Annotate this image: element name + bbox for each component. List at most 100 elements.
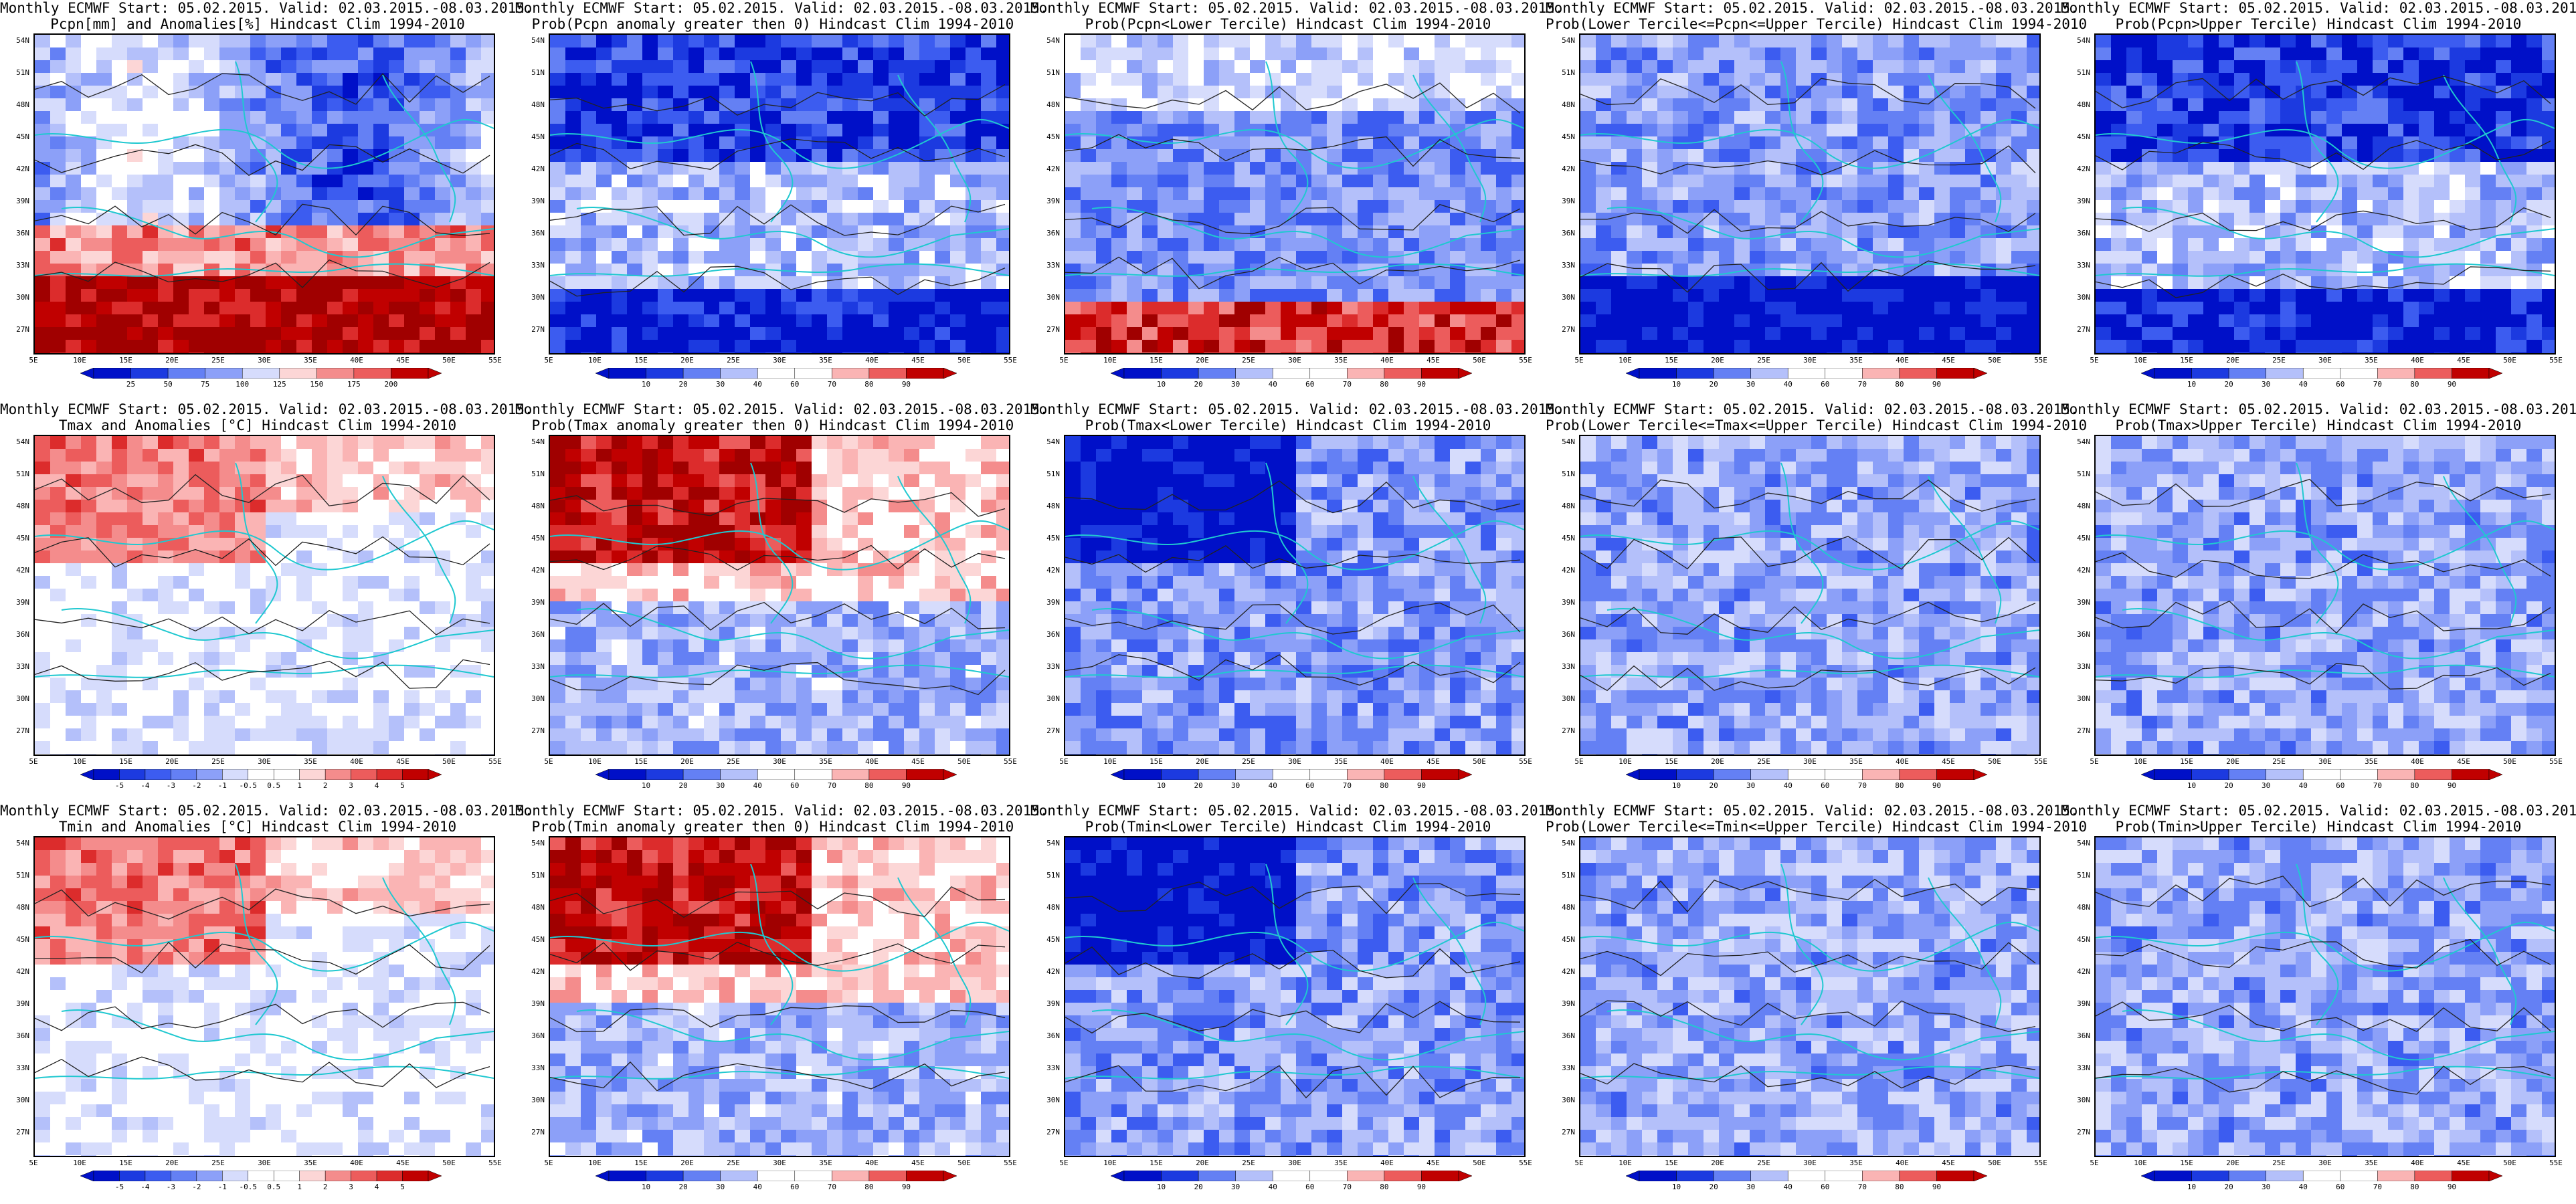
latitude-label: 42N: [1046, 164, 1060, 173]
coastline: [1412, 74, 1487, 223]
colorbar-segment: [868, 769, 907, 780]
latitude-labels: 54N 51N 48N 45N 42N 39N 36N 33N 30N 27N: [2069, 836, 2093, 1157]
coastline: [1580, 664, 2039, 678]
longitude-label: 5E: [1059, 1159, 1069, 1167]
longitude-label: 55E: [488, 757, 502, 766]
latitude-label: 36N: [16, 1031, 29, 1040]
colorbar-tick-label: 90: [1416, 380, 1427, 389]
latitude-label: 30N: [2077, 1095, 2090, 1104]
latitude-label: 42N: [531, 967, 545, 976]
colorbar-segment: [1899, 368, 1937, 379]
latitude-label: 45N: [1046, 132, 1060, 141]
colorbar-segment: [1161, 1171, 1199, 1181]
latitude-label: 42N: [531, 565, 545, 575]
contour-line: [35, 144, 490, 176]
coastline: [897, 74, 972, 223]
latitude-label: 54N: [531, 838, 545, 847]
colorbar-tick-label: 4: [374, 781, 379, 790]
coastline: [2096, 664, 2555, 678]
latitude-label: 27N: [1046, 726, 1060, 735]
map-field: [33, 435, 495, 756]
colorbar-tick-label: 30: [1746, 1183, 1756, 1191]
colorbar-segment: [2191, 1171, 2229, 1181]
colorbar-tick-label: 70: [827, 1183, 836, 1191]
colorbar-tick-label: 80: [1895, 1183, 1904, 1191]
latitude-label: 33N: [1046, 1063, 1060, 1072]
longitude-label: 30E: [1288, 356, 1301, 365]
colorbar-tick-label: 4: [374, 1183, 379, 1191]
contour-line: [550, 544, 1006, 571]
longitude-label: 55E: [2034, 1159, 2047, 1167]
longitude-label: 40E: [1380, 757, 1394, 766]
longitude-label: 55E: [2549, 356, 2563, 365]
latitude-labels: 54N 51N 48N 45N 42N 39N 36N 33N 30N 27N: [2069, 435, 2093, 756]
coastline: [1065, 263, 1524, 277]
coastline: [2443, 877, 2517, 1025]
latitude-label: 42N: [1562, 967, 1575, 976]
latitude-label: 30N: [1046, 1095, 1060, 1104]
colorbar-segment: [1198, 1171, 1236, 1181]
longitude-label: 45E: [1942, 757, 1955, 766]
colorbar-tick-label: 70: [2373, 781, 2382, 790]
colorbar-tick-label: 20: [1194, 781, 1203, 790]
longitude-label: 20E: [1711, 757, 1724, 766]
colorbar-segment: [2377, 368, 2415, 379]
colorbar-segment: [1198, 769, 1236, 780]
colorbar-segment: [1750, 368, 1788, 379]
coastline: [382, 476, 456, 624]
colorbar-segment: [167, 368, 205, 379]
panel-title-line1: Monthly ECMWF Start: 05.02.2015. Valid: …: [0, 803, 533, 819]
map-field: [1579, 435, 2041, 756]
colorbar-tick-label: 40: [2298, 781, 2308, 790]
colorbar-tick-label: 30: [716, 380, 725, 389]
coastline: [1065, 520, 1524, 571]
panel-title-line1: Monthly ECMWF Start: 05.02.2015. Valid: …: [515, 803, 1048, 819]
latitude-label: 30N: [531, 1095, 545, 1104]
coastline: [1412, 877, 1487, 1025]
contour-line: [1580, 1063, 2036, 1089]
latitude-label: 33N: [2077, 260, 2090, 270]
colorbar-tick-label: 10: [2187, 781, 2197, 790]
coastline: [61, 207, 494, 258]
longitude-label: 55E: [488, 356, 502, 365]
longitude-labels: 5E 10E 15E 20E 25E 30E 35E 40E 45E 50E 55E: [1574, 356, 2047, 365]
longitude-label: 10E: [588, 757, 602, 766]
colorbar-segment: [299, 1171, 326, 1181]
latitude-labels: 54N 51N 48N 45N 42N 39N 36N 33N 30N 27N: [523, 33, 547, 355]
contour-line: [2096, 876, 2551, 908]
contour-line: [1065, 256, 1521, 290]
longitude-label: 30E: [1803, 356, 1817, 365]
map-svg: [2096, 837, 2555, 1156]
coastline: [1780, 61, 1824, 223]
contour-line: [1580, 536, 2036, 570]
colorbar-segment: [832, 769, 870, 780]
latitude-label: 45N: [2077, 934, 2090, 944]
latitude-label: 36N: [531, 1031, 545, 1040]
longitude-label: 35E: [2365, 1159, 2378, 1167]
coastline: [897, 877, 972, 1025]
colorbar-segment: [2228, 368, 2266, 379]
contour-line: [2096, 1066, 2551, 1095]
latitude-labels: 54N 51N 48N 45N 42N 39N 36N 33N 30N 27N: [1038, 435, 1063, 756]
panel-title-line1: Monthly ECMWF Start: 05.02.2015. Valid: …: [1030, 401, 1564, 417]
map-field: [1064, 836, 1526, 1157]
contour-line: [550, 601, 1006, 631]
latitude-label: 45N: [1046, 934, 1060, 944]
contour-line: [1580, 479, 2036, 512]
latitude-label: 42N: [531, 164, 545, 173]
latitude-label: 51N: [2077, 870, 2090, 880]
coastline: [1580, 1066, 2039, 1080]
colorbar-tick-label: 10: [641, 1183, 651, 1191]
latitude-label: 48N: [2077, 100, 2090, 109]
contour-line: [2096, 938, 2551, 969]
latitude-label: 45N: [1562, 132, 1575, 141]
coastline: [550, 1066, 1009, 1080]
longitude-label: 45E: [1427, 1159, 1440, 1167]
latitude-label: 42N: [2077, 967, 2090, 976]
longitude-label: 30E: [1803, 757, 1817, 766]
colorbar-segment: [1347, 769, 1385, 780]
latitude-label: 48N: [16, 902, 29, 912]
latitude-label: 30N: [2077, 694, 2090, 703]
latitude-label: 51N: [1046, 870, 1060, 880]
contour-line: [1065, 134, 1521, 167]
